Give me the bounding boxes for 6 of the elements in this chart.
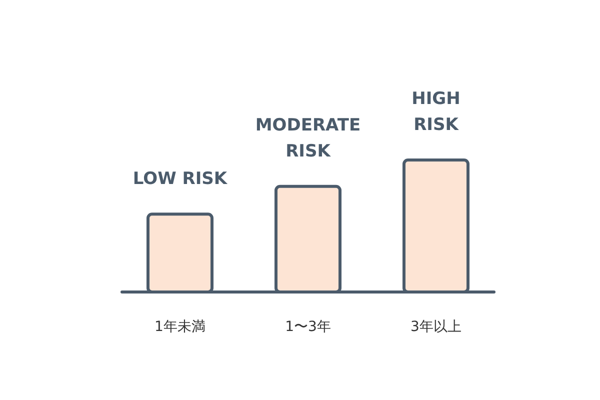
annotation: LOW RISK: [132, 169, 228, 190]
x-tick-label: 1〜3年: [285, 319, 331, 335]
x-tick-label: 3年以上: [410, 319, 462, 335]
annotation: MODERATE RISK: [255, 115, 361, 162]
annotation: HIGH RISK: [412, 89, 460, 135]
x-tick-label: 1年未満: [154, 319, 206, 335]
